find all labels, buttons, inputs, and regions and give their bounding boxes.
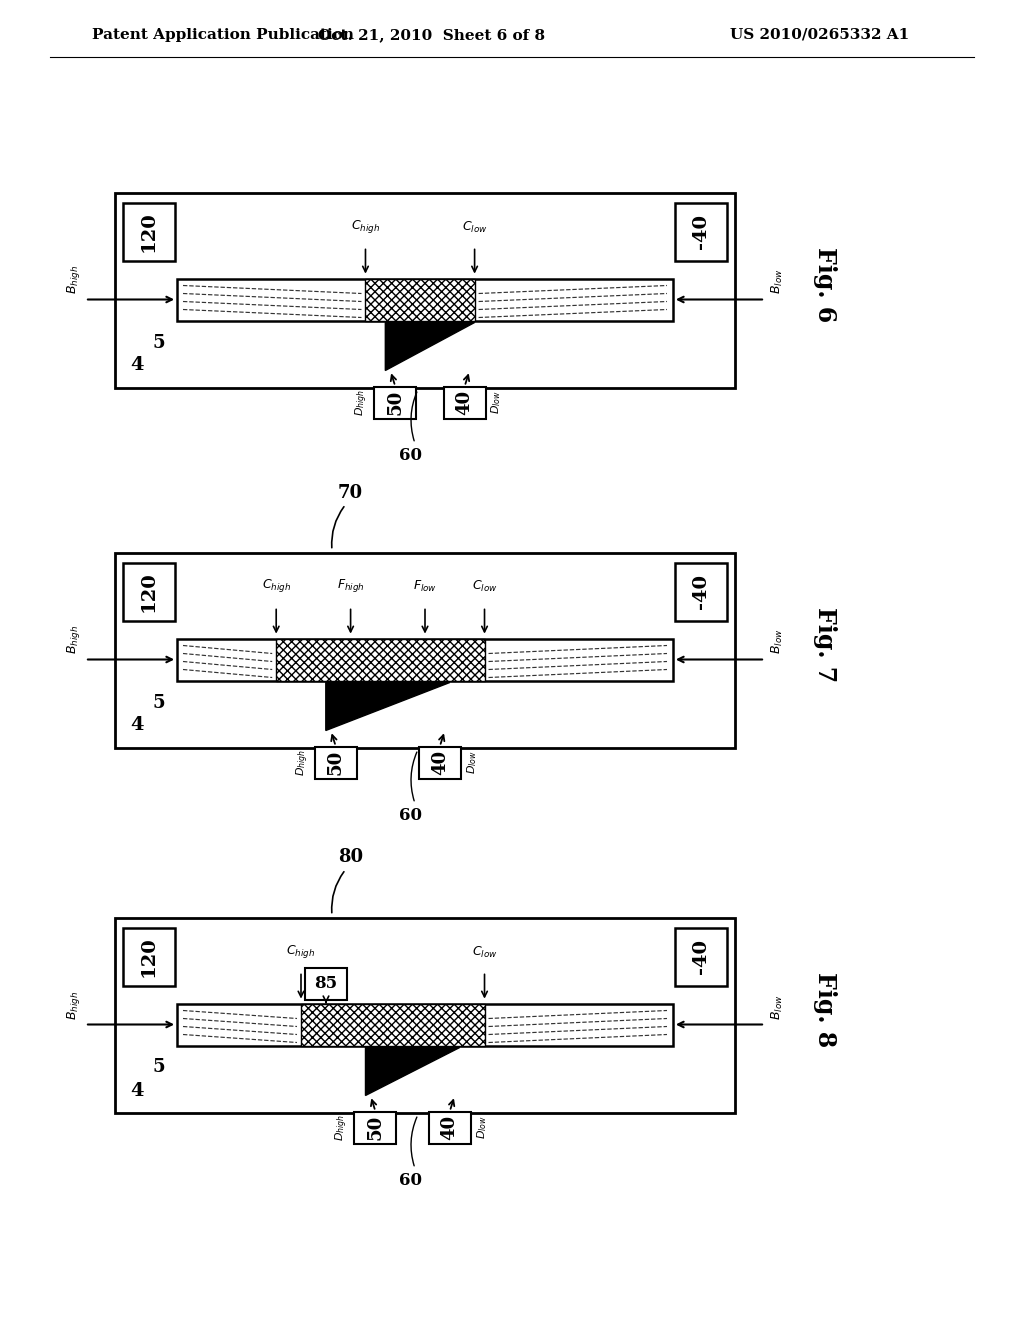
Text: 40: 40: [456, 389, 473, 414]
Bar: [419, 747, 461, 779]
Text: 70: 70: [338, 483, 364, 502]
Text: -40: -40: [692, 939, 710, 974]
Bar: [177, 279, 673, 321]
Text: $D_{high}$: $D_{high}$: [334, 1114, 350, 1140]
Bar: [123, 202, 175, 260]
Bar: [675, 202, 727, 260]
Bar: [305, 968, 347, 999]
Text: $D_{high}$: $D_{high}$: [295, 748, 311, 776]
Polygon shape: [385, 322, 474, 371]
Polygon shape: [326, 682, 450, 730]
Text: 4: 4: [130, 717, 143, 734]
Text: $C_{low}$: $C_{low}$: [462, 219, 487, 235]
Bar: [115, 193, 735, 388]
Text: 85: 85: [314, 975, 338, 993]
Text: 5: 5: [153, 334, 165, 351]
Text: 4: 4: [130, 1081, 143, 1100]
Text: $D_{low}$: $D_{low}$: [489, 391, 504, 414]
Polygon shape: [366, 1048, 460, 1096]
Text: 50: 50: [367, 1115, 384, 1140]
Text: $B_{high}$: $B_{high}$: [65, 626, 82, 655]
Text: US 2010/0265332 A1: US 2010/0265332 A1: [730, 28, 909, 42]
Bar: [443, 387, 485, 418]
Bar: [354, 1111, 396, 1143]
Bar: [675, 562, 727, 620]
Text: 4: 4: [130, 356, 143, 375]
Text: 40: 40: [431, 750, 449, 775]
Text: 120: 120: [140, 936, 158, 977]
Text: $B_{low}$: $B_{low}$: [769, 994, 784, 1019]
Text: $B_{low}$: $B_{low}$: [769, 628, 784, 655]
Text: -40: -40: [692, 574, 710, 609]
Text: 60: 60: [398, 1172, 422, 1189]
Bar: [375, 387, 417, 418]
Text: $C_{high}$: $C_{high}$: [261, 578, 291, 594]
Bar: [177, 1003, 673, 1045]
Text: 80: 80: [338, 849, 364, 866]
Text: $D_{low}$: $D_{low}$: [475, 1115, 488, 1139]
Text: $C_{low}$: $C_{low}$: [472, 944, 498, 960]
Text: 40: 40: [440, 1115, 459, 1140]
Text: Fig. 7: Fig. 7: [813, 607, 837, 682]
Bar: [123, 928, 175, 986]
Bar: [123, 562, 175, 620]
Text: 60: 60: [398, 447, 422, 465]
Text: $C_{high}$: $C_{high}$: [351, 218, 380, 235]
Text: $B_{high}$: $B_{high}$: [65, 990, 82, 1019]
Bar: [301, 1003, 484, 1045]
Text: 5: 5: [153, 693, 165, 711]
Text: Fig. 6: Fig. 6: [813, 247, 837, 322]
Text: $B_{high}$: $B_{high}$: [65, 265, 82, 294]
Bar: [314, 747, 356, 779]
Text: $B_{low}$: $B_{low}$: [769, 269, 784, 294]
Bar: [115, 553, 735, 747]
Text: Patent Application Publication: Patent Application Publication: [92, 28, 354, 42]
Bar: [675, 928, 727, 986]
Bar: [276, 639, 484, 681]
Text: $C_{high}$: $C_{high}$: [287, 942, 315, 960]
Text: 5: 5: [153, 1059, 165, 1077]
Text: $C_{low}$: $C_{low}$: [472, 579, 498, 594]
Bar: [177, 639, 673, 681]
Text: $D_{low}$: $D_{low}$: [465, 751, 478, 775]
Text: -40: -40: [692, 214, 710, 249]
Text: 50: 50: [327, 750, 345, 775]
Bar: [115, 917, 735, 1113]
Bar: [366, 279, 474, 321]
Text: $F_{high}$: $F_{high}$: [337, 578, 365, 594]
Text: 120: 120: [140, 572, 158, 612]
Text: $F_{low}$: $F_{low}$: [413, 579, 437, 594]
Bar: [429, 1111, 471, 1143]
Text: 60: 60: [398, 807, 422, 824]
Text: Oct. 21, 2010  Sheet 6 of 8: Oct. 21, 2010 Sheet 6 of 8: [318, 28, 546, 42]
Text: 50: 50: [386, 389, 404, 414]
Text: 120: 120: [140, 211, 158, 252]
Text: $D_{high}$: $D_{high}$: [354, 389, 371, 416]
Text: Fig. 8: Fig. 8: [813, 973, 837, 1048]
